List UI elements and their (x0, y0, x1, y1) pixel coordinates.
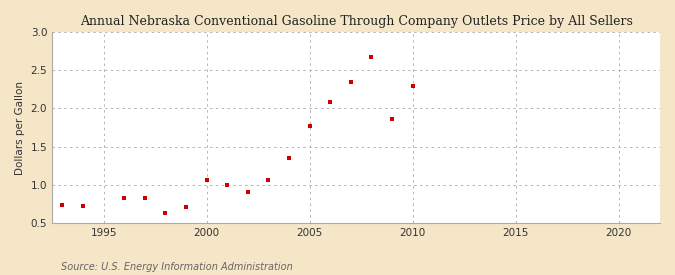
Title: Annual Nebraska Conventional Gasoline Through Company Outlets Price by All Selle: Annual Nebraska Conventional Gasoline Th… (80, 15, 632, 28)
Text: Source: U.S. Energy Information Administration: Source: U.S. Energy Information Administ… (61, 262, 292, 272)
Y-axis label: Dollars per Gallon: Dollars per Gallon (15, 81, 25, 175)
